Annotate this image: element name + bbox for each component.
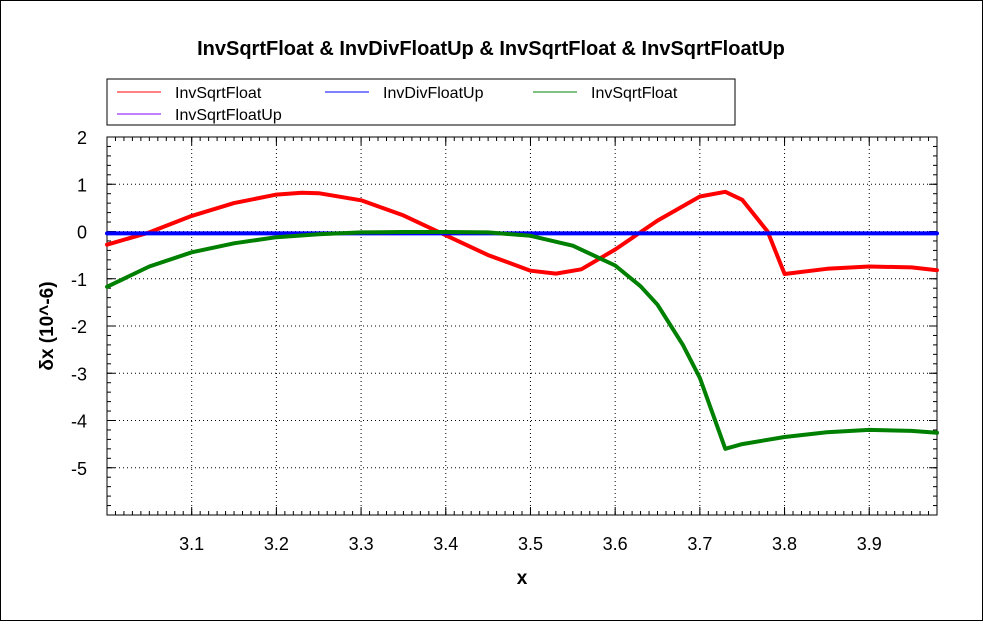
tick-marks bbox=[107, 136, 937, 515]
x-tick-label: 3.2 bbox=[264, 534, 289, 554]
y-tick-label: 0 bbox=[77, 223, 87, 243]
series-line-1 bbox=[105, 189, 939, 276]
y-axis-label: δx (10^-6) bbox=[37, 281, 58, 370]
x-tick-label: 3.6 bbox=[603, 534, 628, 554]
x-tick-label: 3.9 bbox=[857, 534, 882, 554]
x-tick-label: 3.8 bbox=[772, 534, 797, 554]
grid bbox=[107, 137, 937, 515]
x-tick-label: 3.4 bbox=[433, 534, 458, 554]
y-tick-label: -2 bbox=[71, 317, 87, 337]
x-tick-label: 3.1 bbox=[179, 534, 204, 554]
legend-label-1: InvSqrtFloat bbox=[175, 85, 262, 102]
legend-label-4: InvSqrtFloatUp bbox=[175, 107, 282, 124]
x-axis-label: x bbox=[517, 568, 528, 589]
y-tick-label: 2 bbox=[77, 128, 87, 148]
series-line-3 bbox=[105, 230, 939, 451]
chart-title: InvSqrtFloat & InvDivFloatUp & InvSqrtFl… bbox=[197, 38, 785, 60]
y-tick-label: 1 bbox=[77, 175, 87, 195]
legend-label-3: InvSqrtFloat bbox=[591, 85, 678, 102]
y-tick-label: -4 bbox=[71, 412, 87, 432]
x-tick-label: 3.5 bbox=[518, 534, 543, 554]
x-tick-label: 3.3 bbox=[349, 534, 374, 554]
legend: InvSqrtFloat InvDivFloatUp InvSqrtFloat Inv… bbox=[106, 78, 736, 126]
y-tick-label: -3 bbox=[71, 364, 87, 384]
legend-box bbox=[106, 78, 736, 126]
series-lines bbox=[105, 189, 939, 451]
tick-labels: 3.1 3.2 3.3 3.4 3.5 3.6 3.7 3.8 3.9 2 1 0 -1 -2 -3 -4 -5 bbox=[71, 128, 882, 554]
legend-label-2: InvDivFloatUp bbox=[383, 85, 484, 102]
x-tick-label: 3.7 bbox=[687, 534, 712, 554]
y-tick-label: -5 bbox=[71, 459, 87, 479]
y-tick-label: -1 bbox=[71, 270, 87, 290]
